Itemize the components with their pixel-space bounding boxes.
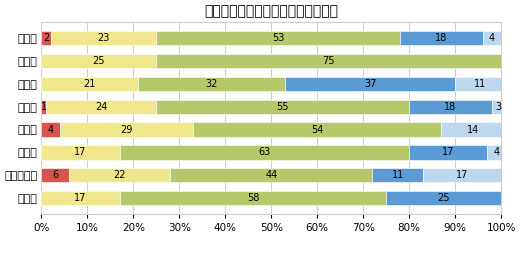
- Text: 17: 17: [74, 193, 87, 203]
- Text: 63: 63: [258, 147, 270, 157]
- Text: 17: 17: [442, 147, 454, 157]
- Text: 44: 44: [265, 170, 277, 180]
- Text: 32: 32: [205, 79, 218, 89]
- Text: 11: 11: [474, 79, 487, 89]
- Text: 4: 4: [493, 147, 500, 157]
- Text: 25: 25: [437, 193, 450, 203]
- Bar: [50, 31, 157, 45]
- Text: 58: 58: [246, 193, 259, 203]
- Bar: [492, 99, 505, 114]
- Text: 37: 37: [364, 79, 376, 89]
- Text: 55: 55: [277, 102, 289, 112]
- Text: 25: 25: [93, 56, 105, 66]
- Text: 54: 54: [311, 124, 323, 134]
- Text: 21: 21: [84, 79, 96, 89]
- Text: 2: 2: [43, 33, 49, 43]
- Bar: [409, 145, 487, 159]
- Text: 22: 22: [113, 170, 126, 180]
- Bar: [157, 54, 501, 68]
- Text: 4: 4: [489, 33, 495, 43]
- Text: 53: 53: [272, 33, 284, 43]
- Text: 23: 23: [97, 33, 110, 43]
- Text: 1: 1: [41, 102, 47, 112]
- Bar: [42, 145, 120, 159]
- Bar: [60, 122, 193, 137]
- Bar: [386, 191, 501, 205]
- Text: 6: 6: [52, 170, 58, 180]
- Bar: [42, 191, 120, 205]
- Title: 経営者の供給意欲について（割合）: 経営者の供給意欲について（割合）: [204, 4, 339, 18]
- Text: 24: 24: [95, 102, 108, 112]
- Bar: [441, 122, 505, 137]
- Text: 29: 29: [120, 124, 133, 134]
- Bar: [138, 77, 285, 91]
- Bar: [42, 168, 69, 182]
- Text: 17: 17: [74, 147, 87, 157]
- Text: 14: 14: [467, 124, 479, 134]
- Bar: [42, 31, 50, 45]
- Bar: [455, 77, 505, 91]
- Text: 11: 11: [392, 170, 404, 180]
- Text: 18: 18: [445, 102, 457, 112]
- Bar: [170, 168, 372, 182]
- Bar: [372, 168, 423, 182]
- Bar: [487, 145, 505, 159]
- Bar: [42, 77, 138, 91]
- Bar: [120, 145, 409, 159]
- Bar: [69, 168, 170, 182]
- Bar: [157, 99, 409, 114]
- Bar: [409, 99, 492, 114]
- Text: 3: 3: [496, 102, 502, 112]
- Bar: [483, 31, 501, 45]
- Bar: [157, 31, 400, 45]
- Text: 75: 75: [322, 56, 335, 66]
- Text: 4: 4: [48, 124, 54, 134]
- Bar: [423, 168, 501, 182]
- Bar: [42, 122, 60, 137]
- Text: 18: 18: [435, 33, 447, 43]
- Bar: [285, 77, 455, 91]
- Bar: [42, 54, 157, 68]
- Bar: [46, 99, 157, 114]
- Bar: [400, 31, 483, 45]
- Bar: [193, 122, 441, 137]
- Text: 17: 17: [456, 170, 468, 180]
- Bar: [120, 191, 386, 205]
- Bar: [42, 99, 46, 114]
